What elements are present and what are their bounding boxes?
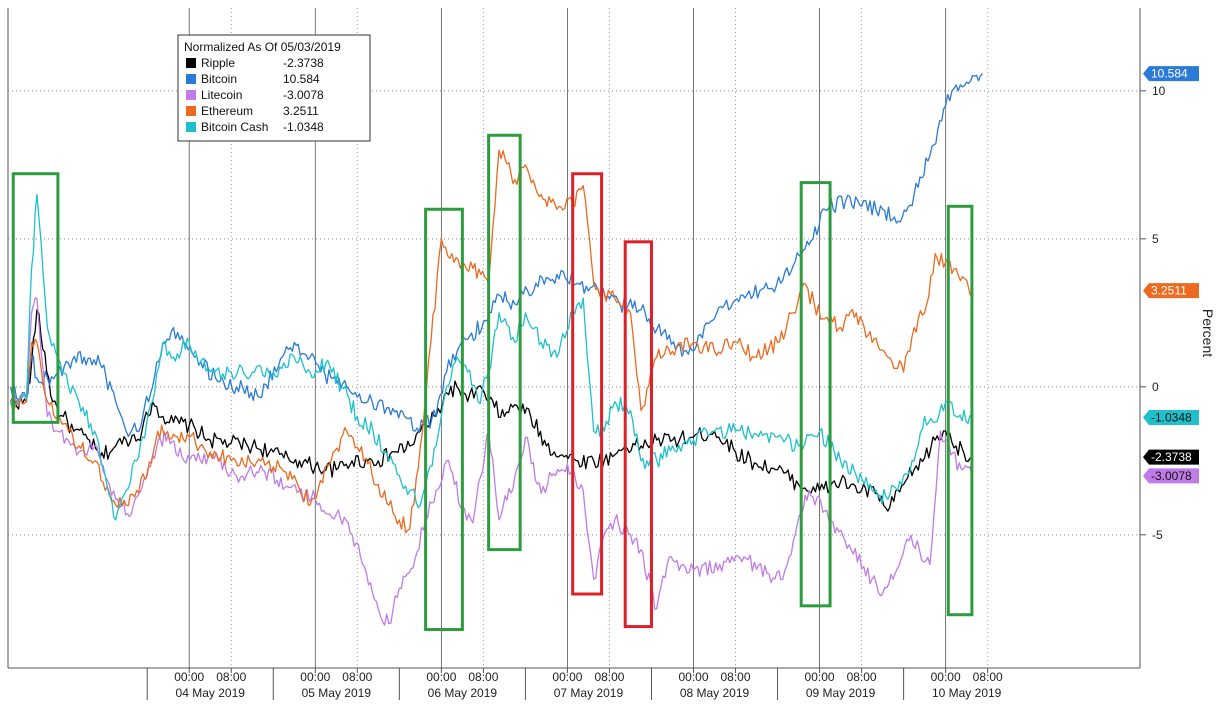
day-label: 09 May 2019 [806,686,876,700]
green-highlight-box [799,181,832,608]
green-highlight-box [487,133,522,552]
legend-series-value: -2.3738 [283,56,324,70]
red-highlight-box [623,240,653,629]
day-label: 10 May 2019 [932,686,1002,700]
green-highlight-box [11,172,60,424]
series-line-ripple [10,309,973,512]
y-tick-label: 10 [1152,84,1166,98]
legend-items: Ripple -2.3738 Bitcoin 10.584 Litecoin -3.007… [186,56,324,134]
value-badge-bitcoin [1143,66,1199,82]
legend: Normalized As Of 05/03/2019 Ripple -2.373… [177,34,371,142]
legend-series-value: -3.0078 [283,88,324,102]
value-badge-label: -2.3738 [1151,450,1192,464]
x-tick-label: 08:00 [721,670,751,684]
highlight-boxes [11,133,974,632]
value-badge-label: 3.2511 [1151,284,1187,298]
x-tick-label: 00:00 [552,670,582,684]
legend-series-value: -1.0348 [283,120,324,134]
legend-series-name: Litecoin [201,88,242,102]
day-label: 04 May 2019 [176,686,246,700]
x-tick-label: 08:00 [342,670,372,684]
day-label: 07 May 2019 [554,686,624,700]
legend-series-value: 10.584 [283,72,320,86]
y-tick-label: 0 [1152,380,1159,394]
legend-swatch [186,122,196,132]
x-tick-label: 00:00 [805,670,835,684]
green-highlight-box [424,207,464,632]
x-tick-label: 00:00 [678,670,708,684]
legend-swatch [186,90,196,100]
legend-swatch [186,58,196,68]
legend-series-name: Ethereum [201,104,253,118]
y-axis-label: Percent [1200,309,1216,357]
legend-swatch [186,106,196,116]
x-tick-label: 08:00 [216,670,246,684]
value-badges: -2.3738 10.584 -3.0078 3.2511 -1.0348 [1143,66,1199,484]
series-line-ethereum [10,149,973,534]
series-line-bitcoin-cash [9,193,973,521]
x-tick-label: 00:00 [300,670,330,684]
x-tick-label: 00:00 [426,670,456,684]
series-line-bitcoin [9,73,983,438]
value-badge-bitcoin-cash [1143,409,1199,425]
green-highlight-box [946,204,974,617]
x-tick-label: 08:00 [973,670,1003,684]
value-badge-label: -3.0078 [1151,469,1192,483]
day-label: 06 May 2019 [428,686,498,700]
value-badge-ethereum [1143,283,1199,299]
series-line-litecoin [10,297,973,626]
y-tick-label: 5 [1152,232,1159,246]
legend-swatch [186,74,196,84]
legend-series-name: Bitcoin [201,72,237,86]
day-label: 05 May 2019 [302,686,372,700]
legend-box [177,34,371,142]
value-badge-litecoin [1143,468,1199,484]
x-tick-label: 00:00 [931,670,961,684]
legend-series-name: Bitcoin Cash [201,120,268,134]
value-badge-label: -1.0348 [1151,410,1192,424]
x-tick-label: 08:00 [594,670,624,684]
axis-layer: 10 5 0 -5 00:00 08:00 00:00 08:00 00:00 08:00 00:0… [7,8,1166,700]
legend-title: Normalized As Of 05/03/2019 [184,40,341,54]
x-tick-label: 00:00 [174,670,204,684]
series-layer [9,73,983,626]
day-label: 08 May 2019 [680,686,750,700]
x-tick-label: 08:00 [468,670,498,684]
x-tick-label: 08:00 [847,670,877,684]
value-badge-ripple [1143,449,1199,465]
legend-series-value: 3.2511 [283,104,319,118]
y-tick-label: -5 [1152,528,1163,542]
value-badge-label: 10.584 [1151,67,1188,81]
red-highlight-box [571,172,604,596]
legend-series-name: Ripple [201,56,235,70]
